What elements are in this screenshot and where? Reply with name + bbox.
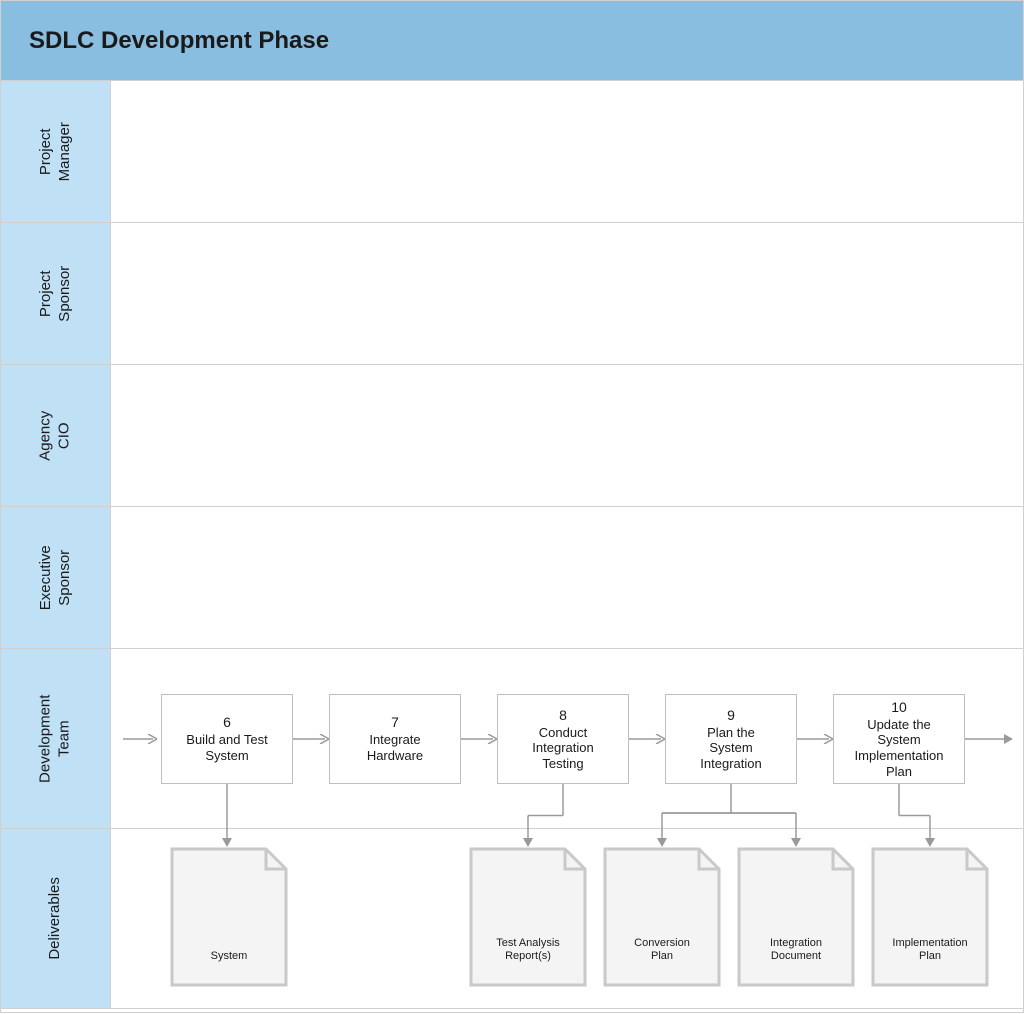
diagram-title: SDLC Development Phase <box>29 27 329 55</box>
arrow-right-icon <box>461 734 497 744</box>
process-box-10: 10 Update theSystemImplementationPlan <box>833 694 965 784</box>
process-number: 7 <box>391 714 399 730</box>
lane-label: ProjectSponsor <box>1 223 111 364</box>
lane-label: ExecutiveSponsor <box>1 507 111 648</box>
process-number: 6 <box>223 714 231 730</box>
lane-4: DevelopmentTeam 6 Build and TestSystem 7 I… <box>1 649 1023 829</box>
lane-content <box>111 81 1023 222</box>
document-label: System <box>170 950 288 963</box>
process-label: Build and TestSystem <box>186 732 267 763</box>
document-icon: IntegrationDocument <box>737 847 855 987</box>
document-label: ImplementationPlan <box>871 937 989 963</box>
lane-label-text: ProjectManager <box>37 122 75 181</box>
document-icon: System <box>170 847 288 987</box>
arrow-right-icon <box>123 734 157 744</box>
process-box-6: 6 Build and TestSystem <box>161 694 293 784</box>
lane-5: Deliverables System Test AnalysisReport(… <box>1 829 1023 1009</box>
lane-content: System Test AnalysisReport(s) Conversion… <box>111 829 1023 1008</box>
lanes-container: ProjectManager ProjectSponsor AgencyCIO Exe… <box>1 81 1023 1014</box>
lane-1: ProjectSponsor <box>1 223 1023 365</box>
document-icon: ConversionPlan <box>603 847 721 987</box>
lane-content <box>111 365 1023 506</box>
swimlane-diagram: SDLC Development Phase ProjectManagerPro… <box>0 0 1024 1013</box>
process-number: 8 <box>559 707 567 723</box>
lane-0: ProjectManager <box>1 81 1023 223</box>
process-number: 9 <box>727 707 735 723</box>
lane-label: DevelopmentTeam <box>1 649 111 828</box>
lane-label: ProjectManager <box>1 81 111 222</box>
lane-3: ExecutiveSponsor <box>1 507 1023 649</box>
document-label: IntegrationDocument <box>737 937 855 963</box>
process-label: Plan theSystemIntegration <box>700 725 761 772</box>
lane-label-text: DevelopmentTeam <box>37 694 75 782</box>
lane-content <box>111 223 1023 364</box>
process-label: ConductIntegrationTesting <box>532 725 593 772</box>
lane-label-text: Deliverables <box>46 877 65 960</box>
document-icon: ImplementationPlan <box>871 847 989 987</box>
process-number: 10 <box>891 699 907 715</box>
process-box-7: 7 IntegrateHardware <box>329 694 461 784</box>
lane-label: AgencyCIO <box>1 365 111 506</box>
lane-label-text: ProjectSponsor <box>37 266 75 322</box>
arrow-right-icon <box>293 734 329 744</box>
process-label: Update theSystemImplementationPlan <box>855 717 944 779</box>
document-label: Test AnalysisReport(s) <box>469 937 587 963</box>
arrow-right-icon <box>797 734 833 744</box>
document-label: ConversionPlan <box>603 937 721 963</box>
arrow-right-icon <box>629 734 665 744</box>
lane-label-text: ExecutiveSponsor <box>37 545 75 610</box>
process-label: IntegrateHardware <box>367 732 423 763</box>
lane-label-text: AgencyCIO <box>37 410 75 460</box>
lane-content: 6 Build and TestSystem 7 IntegrateHardware… <box>111 649 1023 828</box>
lane-label: Deliverables <box>1 829 111 1008</box>
document-icon: Test AnalysisReport(s) <box>469 847 587 987</box>
process-box-8: 8 ConductIntegrationTesting <box>497 694 629 784</box>
process-box-9: 9 Plan theSystemIntegration <box>665 694 797 784</box>
arrow-right-icon <box>965 734 1013 744</box>
lane-2: AgencyCIO <box>1 365 1023 507</box>
diagram-header: SDLC Development Phase <box>1 1 1023 81</box>
lane-content <box>111 507 1023 648</box>
